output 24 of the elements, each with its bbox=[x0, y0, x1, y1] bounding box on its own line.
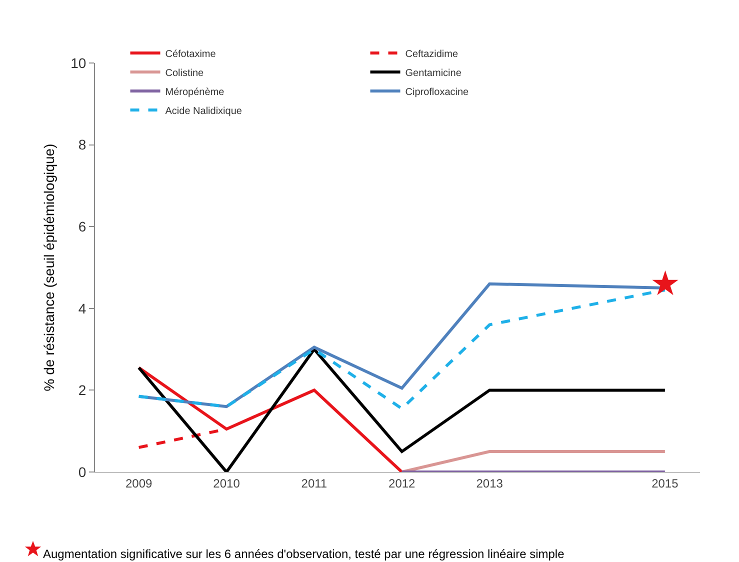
x-tick-label: 2013 bbox=[476, 476, 504, 490]
annotation: ★ bbox=[650, 265, 680, 303]
legend-label: Céfotaxime bbox=[165, 48, 216, 60]
text: Augmentation significative sur les 6 années d'observation, testé par une régression linéaire simple bbox=[43, 547, 565, 561]
x-tick-label: 2010 bbox=[213, 476, 240, 490]
y-tick-label: 10 bbox=[70, 54, 86, 71]
y-tick-label: 6 bbox=[78, 218, 86, 234]
y-tick-label: 4 bbox=[78, 300, 86, 316]
legend-label: Gentamicine bbox=[405, 68, 462, 79]
x-tick-label: 2011 bbox=[301, 476, 328, 490]
x-tick-label: 2015 bbox=[652, 476, 679, 490]
legend-label: Ceftazidime bbox=[405, 48, 458, 60]
y-tick-label: 8 bbox=[78, 136, 86, 153]
legend-label: Colistine bbox=[165, 68, 204, 79]
x-tick-label: 2009 bbox=[125, 476, 153, 490]
y-tick-label: 2 bbox=[78, 382, 86, 398]
y-tick-label: 0 bbox=[78, 464, 86, 480]
legend-label: Ciprofloxacine bbox=[405, 86, 470, 98]
legend-label: Acide Nalidixique bbox=[165, 106, 242, 117]
y-axis-title: % de résistance (seuil épidémiologique) bbox=[41, 144, 58, 392]
line-series bbox=[137, 348, 666, 472]
line-series bbox=[137, 366, 404, 472]
legend-label: Méropénème bbox=[165, 86, 225, 98]
x-tick-label: 2012 bbox=[388, 476, 416, 490]
